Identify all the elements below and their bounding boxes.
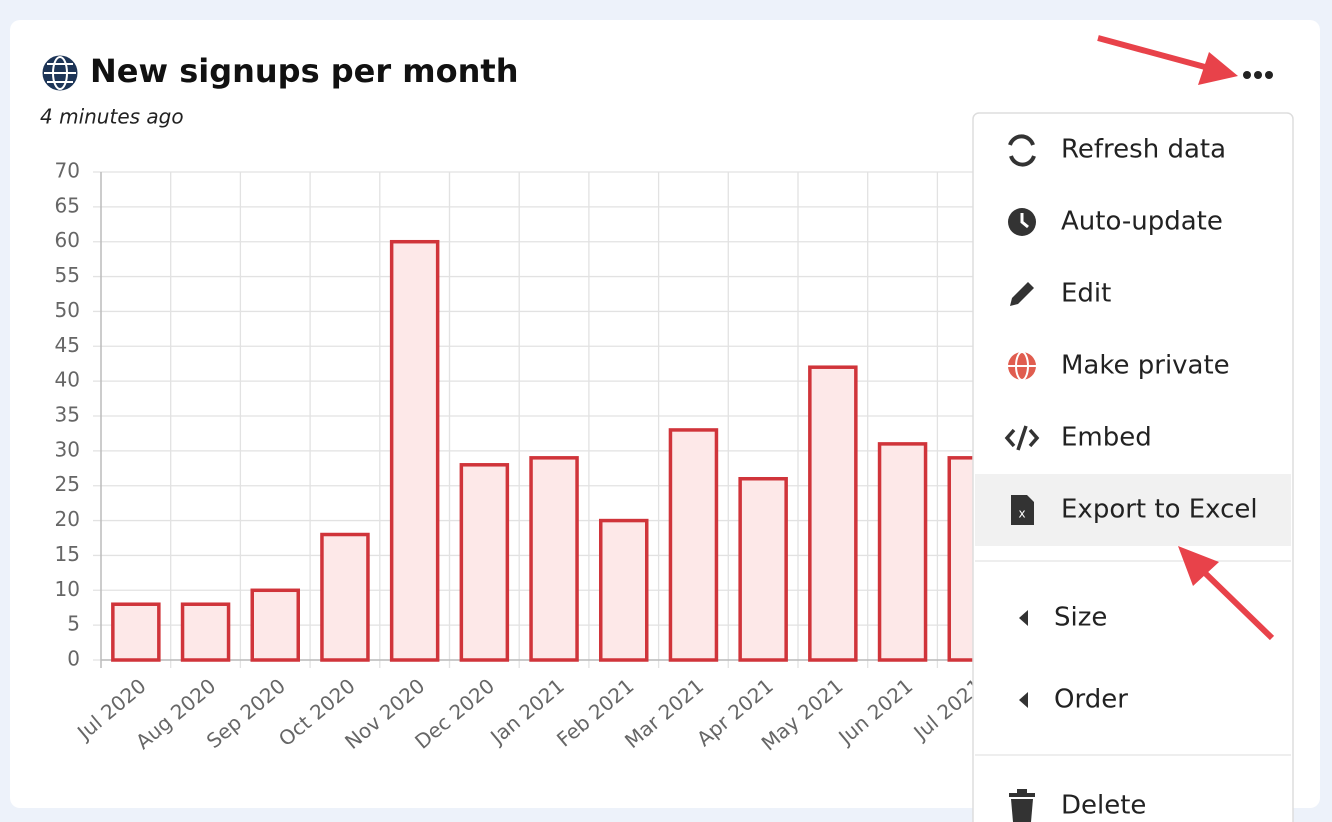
menu-item[interactable]: Export to Excel [1061,495,1258,525]
bar [529,456,579,662]
y-tick-label: 35 [55,403,80,427]
edit-icon [1010,282,1034,306]
svg-text:x: x [1018,507,1025,521]
y-tick-label: 10 [55,577,80,601]
dropdown-menu: x Refresh data Auto-update Edit Make privat… [972,112,1294,822]
y-tick-label: 45 [55,333,80,357]
bar [389,239,440,662]
excel-icon: x [1011,495,1034,525]
bar [738,476,788,662]
code-icon [1004,425,1040,451]
more-button[interactable] [1243,71,1273,79]
globe-icon [42,55,78,91]
chart-title: New signups per month [90,52,518,90]
y-tick-label: 55 [55,263,80,287]
bar [598,518,649,662]
y-tick-label: 40 [55,368,80,392]
y-tick-label: 5 [67,612,80,636]
y-tick-label: 25 [55,472,80,496]
bar [111,602,161,662]
bar [250,588,301,662]
y-tick-label: 0 [67,647,80,671]
menu-item[interactable]: Size [1054,603,1107,633]
clock-icon [1008,208,1036,236]
bar [877,442,928,662]
y-tick-label: 50 [55,298,80,322]
y-tick-label: 20 [55,507,80,531]
menu-item[interactable]: Order [1054,685,1128,715]
bar [668,428,719,662]
submenu-caret [1019,692,1028,708]
bar [180,602,231,662]
y-tick-label: 30 [55,437,80,461]
menu-panel [972,112,1294,822]
trash-icon [1009,789,1035,822]
menu-item[interactable]: Auto-update [1061,207,1223,237]
y-tick-label: 60 [55,228,80,252]
globe-red-icon [1008,351,1036,381]
bar [320,532,370,662]
menu-item[interactable]: Delete [1061,791,1146,821]
y-tick-label: 70 [55,159,80,183]
menu-item[interactable]: Embed [1061,423,1152,453]
y-tick-label: 65 [55,193,80,217]
chart-subtitle: 4 minutes ago [40,105,184,129]
bar [808,365,858,662]
refresh-icon [1008,134,1036,167]
submenu-caret [1019,610,1028,626]
bar [459,463,510,662]
menu-item[interactable]: Refresh data [1061,135,1226,165]
y-tick-label: 15 [55,542,80,566]
annotation-arrow [1097,35,1275,641]
menu-item[interactable]: Edit [1061,279,1111,309]
menu-item[interactable]: Make private [1061,351,1230,381]
